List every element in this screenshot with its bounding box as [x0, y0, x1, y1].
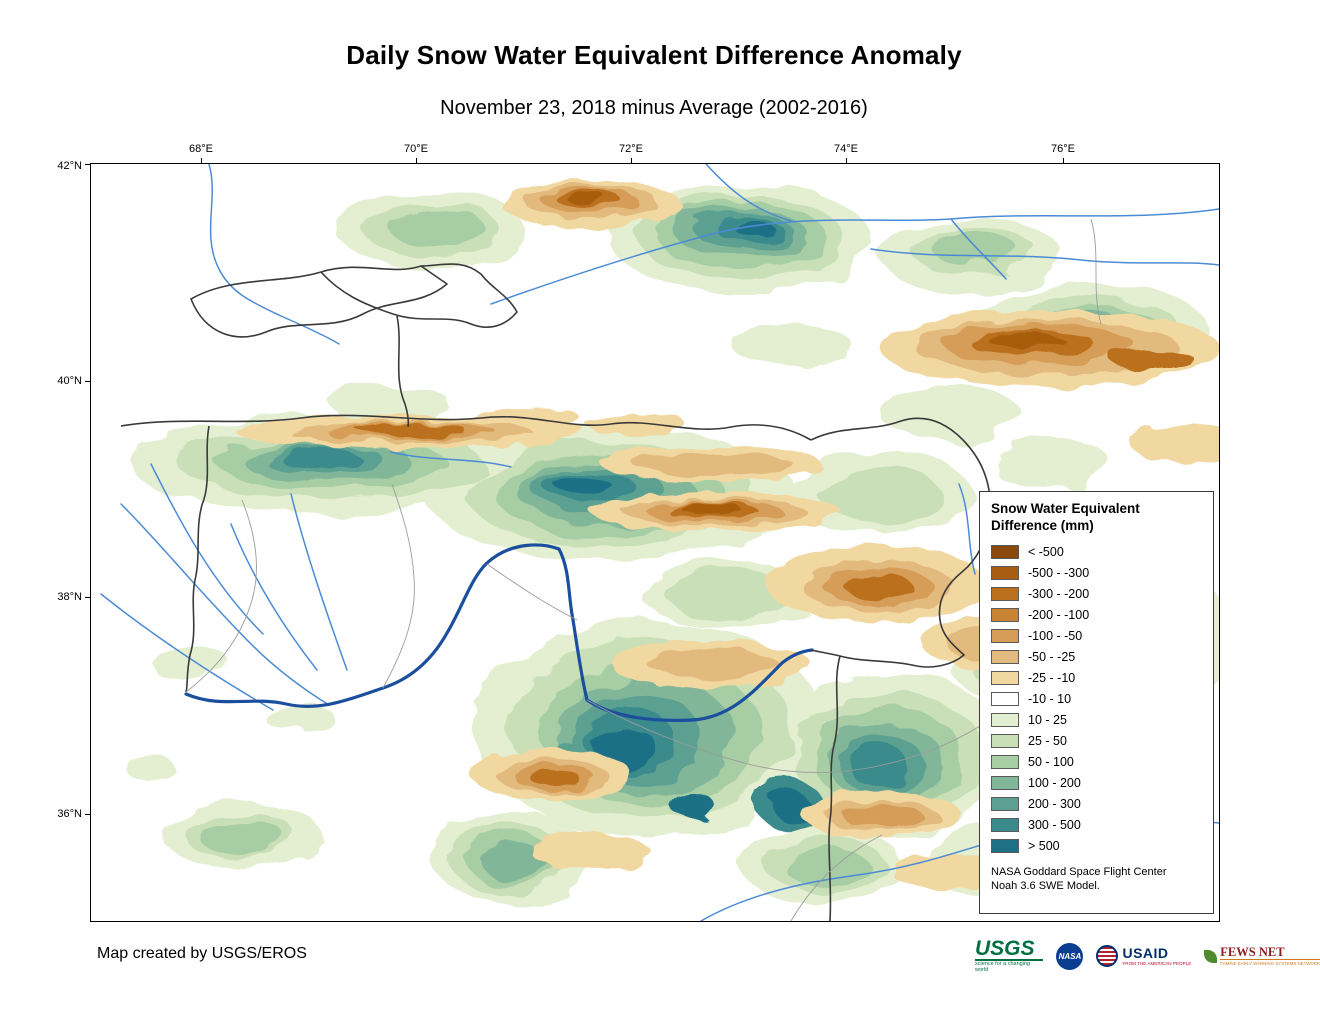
rivers-layer	[100, 164, 1219, 921]
legend-label: -50 - -25	[1028, 650, 1076, 665]
legend-entry: -25 - -10	[991, 668, 1207, 689]
legend-swatch	[991, 692, 1019, 707]
usgs-logo-tagline: science for a changing world	[975, 959, 1044, 973]
legend-swatch	[991, 713, 1019, 728]
legend: Snow Water Equivalent Difference (mm) < …	[979, 491, 1214, 914]
legend-label: -25 - -10	[1028, 671, 1076, 686]
legend-title: Difference (mm)	[991, 517, 1094, 533]
legend-label: 200 - 300	[1028, 797, 1081, 812]
legend-swatch	[991, 734, 1019, 749]
map-subtitle: November 23, 2018 minus Average (2002-20…	[440, 97, 868, 119]
legend-swatch	[991, 818, 1019, 833]
legend-swatch	[991, 629, 1019, 644]
y-axis-tick-label: 38°N	[57, 591, 82, 603]
usaid-seal-icon	[1096, 945, 1119, 967]
legend-label: 25 - 50	[1028, 734, 1067, 749]
x-axis-tick-label: 70°E	[404, 143, 428, 155]
legend-entry: 200 - 300	[991, 794, 1207, 815]
legend-label: < -500	[1028, 545, 1064, 560]
legend-swatch	[991, 566, 1019, 581]
fewsnet-logo-tagline: FAMINE EARLY WARNING SYSTEMS NETWORK	[1220, 959, 1320, 967]
legend-source: NASA Goddard Space Flight Center	[991, 865, 1167, 878]
usgs-logo-text: USGS	[975, 936, 1035, 960]
fewsnet-logo-text: FEWS NET	[1220, 944, 1285, 959]
y-axis-tick-mark	[85, 814, 90, 815]
legend-swatch	[991, 671, 1019, 686]
legend-title: Snow Water Equivalent	[991, 501, 1140, 516]
legend-label: 300 - 500	[1028, 818, 1081, 833]
usaid-logo-tagline: FROM THE AMERICAN PEOPLE	[1122, 961, 1192, 966]
x-axis-tick-label: 72°E	[619, 143, 643, 155]
legend-swatch	[991, 776, 1019, 791]
legend-entry: -300 - -200	[991, 584, 1207, 605]
legend-entry: -500 - -300	[991, 563, 1207, 584]
legend-entry: 300 - 500	[991, 815, 1207, 836]
legend-entry: 25 - 50	[991, 731, 1207, 752]
y-axis-tick-label: 42°N	[57, 160, 82, 172]
legend-entry: > 500	[991, 836, 1207, 857]
x-axis-tick-mark	[846, 158, 847, 163]
y-axis-tick-mark	[85, 164, 90, 165]
logo-strip: USGS science for a changing world NASA U…	[975, 938, 1320, 974]
legend-swatch	[991, 797, 1019, 812]
x-axis-tick-mark	[1063, 158, 1064, 163]
fewsnet-leaf-icon	[1204, 949, 1218, 963]
usaid-logo: USAID FROM THE AMERICAN PEOPLE	[1096, 945, 1191, 967]
map-credit: Map created by USGS/EROS	[97, 945, 307, 962]
country-borders-layer	[120, 218, 1102, 921]
legend-swatch	[991, 545, 1019, 560]
y-axis-tick-mark	[85, 381, 90, 382]
y-axis-tick-label: 40°N	[57, 375, 82, 387]
y-axis-tick-label: 36°N	[57, 808, 82, 820]
legend-label: -200 - -100	[1028, 608, 1090, 623]
legend-swatch	[991, 755, 1019, 770]
legend-swatch	[991, 839, 1019, 854]
x-axis-tick-label: 74°E	[834, 143, 858, 155]
legend-entry: -200 - -100	[991, 605, 1207, 626]
legend-label: 100 - 200	[1028, 776, 1081, 791]
x-axis-tick-mark	[416, 158, 417, 163]
y-axis-tick-mark	[85, 597, 90, 598]
legend-label: -500 - -300	[1028, 566, 1090, 581]
legend-entries: < -500 -500 - -300 -300 - -200 -200 - -100 -…	[991, 542, 1207, 857]
legend-swatch	[991, 587, 1019, 602]
legend-entry: -100 - -50	[991, 626, 1207, 647]
legend-source: Noah 3.6 SWE Model.	[991, 879, 1100, 892]
nasa-logo: NASA	[1056, 942, 1084, 970]
legend-label: > 500	[1028, 839, 1060, 854]
legend-label: -10 - 10	[1028, 692, 1072, 707]
usaid-logo-text: USAID	[1122, 945, 1169, 961]
usgs-logo: USGS science for a changing world	[975, 936, 1044, 974]
legend-entry: 50 - 100	[991, 752, 1207, 773]
x-axis-tick-mark	[201, 158, 202, 163]
legend-entry: 10 - 25	[991, 710, 1207, 731]
map-title: Daily Snow Water Equivalent Difference A…	[346, 40, 962, 70]
fewsnet-logo: FEWS NET FAMINE EARLY WARNING SYSTEMS NE…	[1204, 944, 1320, 967]
legend-swatch	[991, 608, 1019, 623]
major-river	[184, 543, 814, 722]
legend-label: -100 - -50	[1028, 629, 1083, 644]
legend-label: 50 - 100	[1028, 755, 1074, 770]
legend-label: -300 - -200	[1028, 587, 1090, 602]
map-frame: 68°E 70°E 72°E 74°E 76°E 42°N 40°N 38°N …	[57, 143, 1220, 922]
legend-entry: -50 - -25	[991, 647, 1207, 668]
x-axis-tick-label: 76°E	[1051, 143, 1075, 155]
legend-label: 10 - 25	[1028, 713, 1067, 728]
legend-entry: 100 - 200	[991, 773, 1207, 794]
x-axis-tick-mark	[631, 158, 632, 163]
x-axis-tick-label: 68°E	[189, 143, 213, 155]
legend-entry: -10 - 10	[991, 689, 1207, 710]
legend-swatch	[991, 650, 1019, 665]
legend-entry: < -500	[991, 542, 1207, 563]
